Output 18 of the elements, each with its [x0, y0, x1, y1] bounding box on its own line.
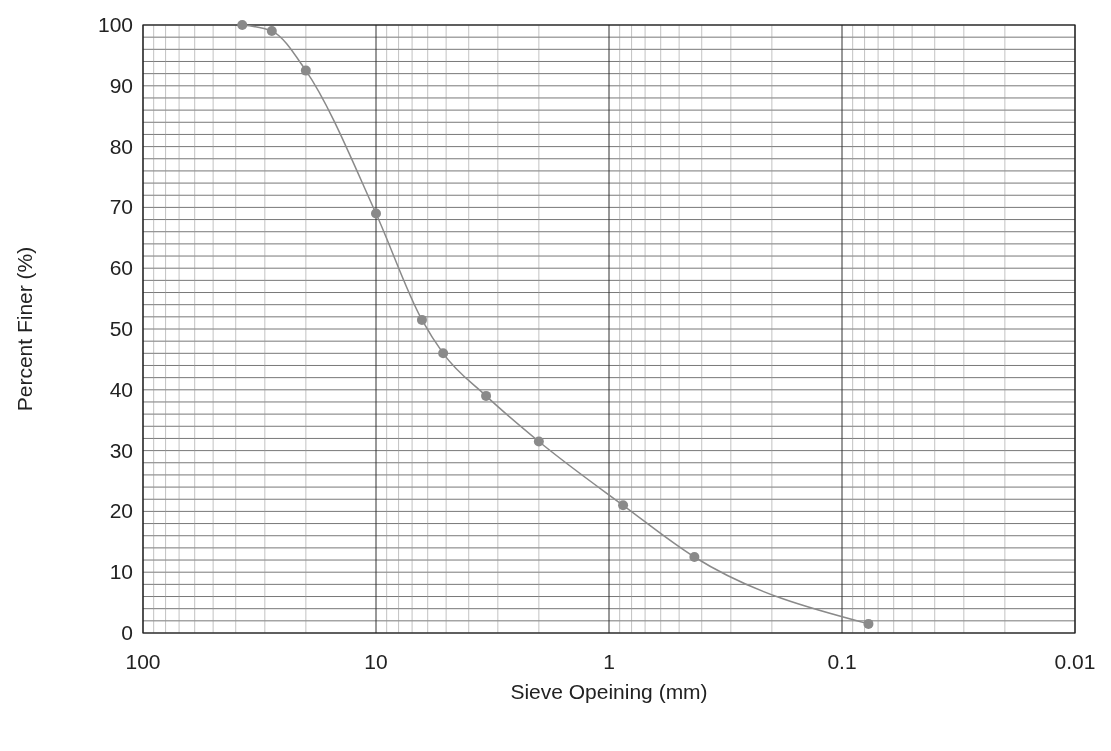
y-axis-title: Percent Finer (%) — [13, 246, 36, 412]
x-tick-label: 10 — [364, 650, 388, 673]
x-axis-title: Sieve Opeining (mm) — [510, 680, 708, 703]
y-tick-label: 70 — [109, 195, 133, 219]
y-tick-label: 60 — [109, 256, 133, 280]
y-tick-label: 0 — [121, 621, 133, 644]
y-tick-label: 10 — [109, 560, 133, 584]
y-tick-label: 80 — [109, 134, 133, 158]
y-tick-label: 30 — [109, 438, 133, 462]
y-tick-label: 90 — [109, 73, 133, 97]
y-tick-label: 40 — [109, 377, 133, 401]
y-tick-label: 20 — [109, 499, 133, 523]
x-tick-label: 0.01 — [1054, 650, 1096, 673]
x-tick-label: 1 — [603, 650, 615, 673]
y-tick-label: 100 — [97, 13, 133, 36]
y-tick-label: 50 — [109, 317, 133, 340]
x-tick-label: 0.1 — [827, 650, 857, 673]
x-tick-label: 100 — [125, 650, 161, 673]
